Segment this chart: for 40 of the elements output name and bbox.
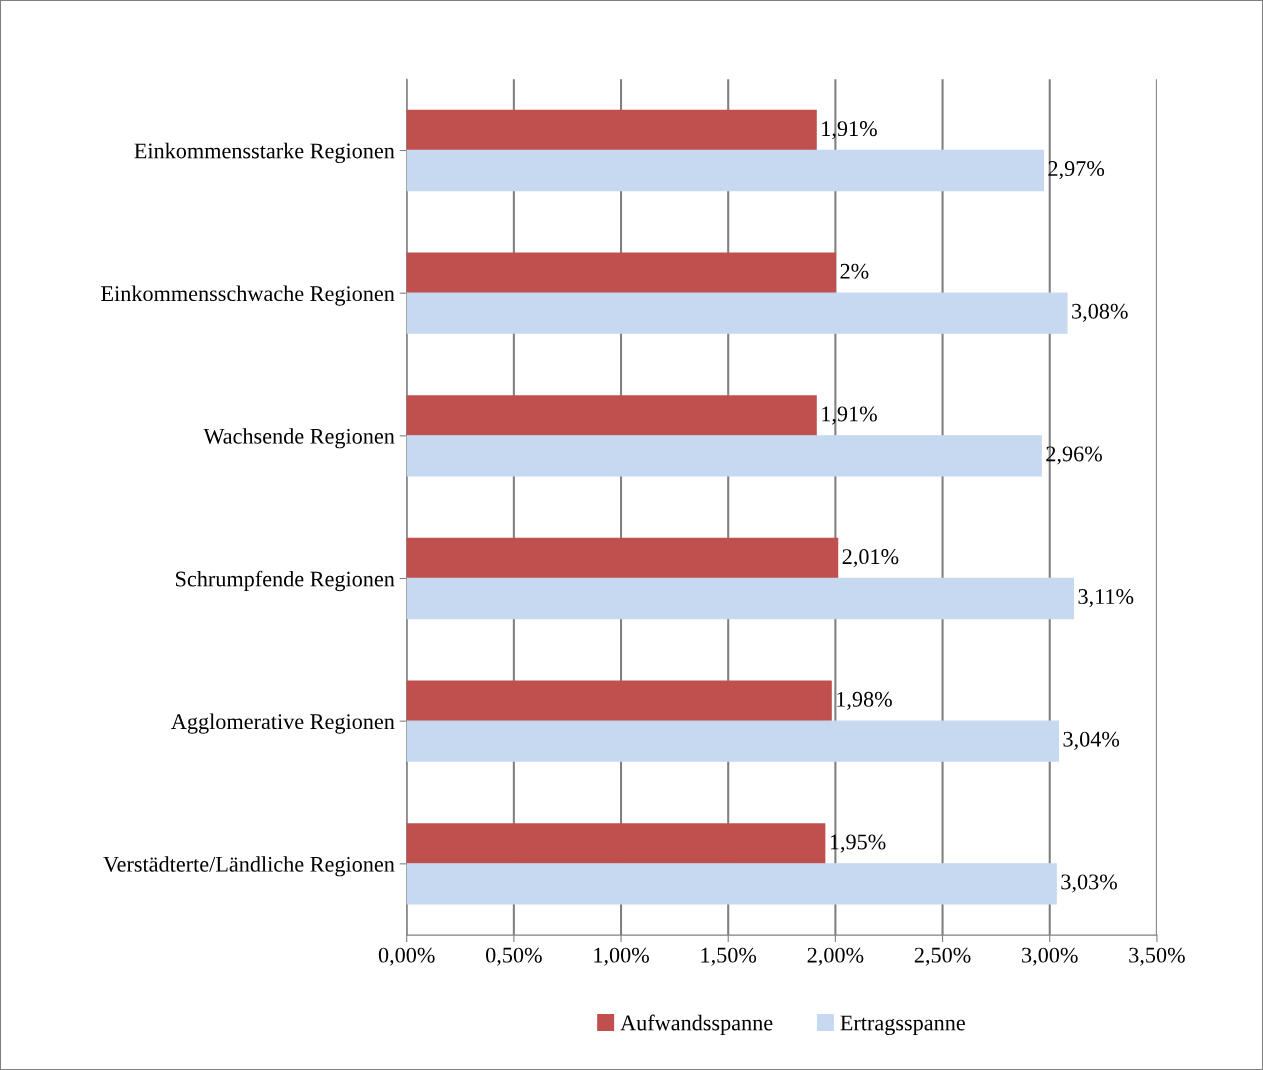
x-tick-label: 1,50% [701, 947, 757, 966]
bar [406, 537, 839, 580]
bar [406, 720, 1060, 762]
y-tick-label: Schrumpfende Regionen [176, 570, 395, 592]
x-tick-label: 2,50% [914, 947, 971, 966]
y-tick-label: Einkommensschwache Regionen [101, 285, 395, 306]
legend-label: Ertragsspanne [840, 1015, 965, 1036]
data-label: 3,04% [1063, 731, 1120, 750]
x-tick-label: 0,00% [378, 947, 435, 966]
data-label: 3,11% [1078, 589, 1134, 608]
x-tick-label: 1,00% [594, 947, 649, 966]
y-tick-label: Verstädterte/Ländliche Regionen [103, 856, 395, 877]
data-label: 2,97% [1048, 161, 1105, 180]
bar [406, 680, 832, 722]
x-tick-label: 3,00% [1022, 947, 1078, 966]
data-label: 2,96% [1046, 446, 1102, 465]
x-tick-label: 3,50% [1129, 947, 1185, 966]
x-tick-label: 2,00% [807, 947, 864, 966]
bar [406, 252, 837, 294]
data-label: 2,01% [842, 549, 899, 568]
legend-label: Aufwandsspanne [620, 1014, 773, 1035]
bar [406, 823, 826, 865]
y-tick-label: Wachsende Regionen [203, 428, 395, 449]
bar [406, 109, 817, 152]
bar [406, 292, 1068, 334]
data-label: 1,91% [822, 406, 877, 425]
bar [406, 577, 1075, 620]
bar [406, 149, 1044, 192]
bar [406, 395, 817, 437]
data-label: 3,03% [1061, 874, 1117, 893]
y-tick-label: Agglomerative Regionen [171, 713, 395, 734]
bar [406, 435, 1042, 477]
data-label: 1,91% [822, 121, 877, 140]
x-tick-label: 0,50% [486, 947, 542, 966]
y-tick-label: Einkommensstarke Regionen [134, 142, 395, 164]
data-label: 1,98% [837, 691, 892, 710]
data-label: 2% [840, 263, 869, 279]
data-label: 1,95% [830, 834, 886, 853]
bar [406, 863, 1057, 905]
data-label: 3,08% [1072, 303, 1128, 322]
